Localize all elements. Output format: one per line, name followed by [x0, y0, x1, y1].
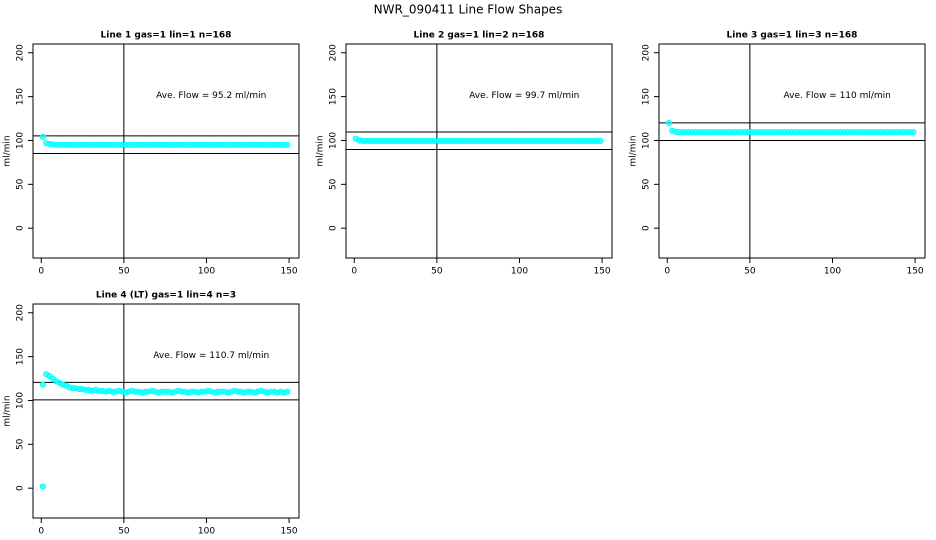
- y-axis-label: ml/min: [629, 135, 639, 166]
- y-tick-label: 100: [329, 132, 339, 149]
- y-tick-label: 50: [16, 438, 26, 450]
- y-tick-label: 100: [642, 132, 652, 149]
- y-tick-label: 100: [16, 132, 26, 149]
- annotation: Ave. Flow = 110 ml/min: [784, 91, 891, 101]
- x-tick-label: 100: [511, 267, 528, 277]
- chart-title: NWR_090411 Line Flow Shapes: [374, 3, 563, 17]
- x-tick-label: 150: [280, 267, 297, 277]
- y-tick-label: 0: [16, 225, 26, 231]
- y-tick-label: 150: [642, 88, 652, 105]
- x-tick-label: 100: [198, 267, 215, 277]
- x-tick-label: 150: [906, 267, 923, 277]
- x-tick-label: 50: [118, 267, 130, 277]
- panel-title: Line 2 gas=1 lin=2 n=168: [414, 31, 545, 41]
- panel-title: Line 1 gas=1 lin=1 n=168: [101, 31, 232, 41]
- x-tick-label: 0: [38, 527, 44, 537]
- y-tick-label: 200: [642, 44, 652, 61]
- plot-frame: [345, 43, 613, 259]
- point: [665, 119, 673, 127]
- x-tick-label: 150: [593, 267, 610, 277]
- panel-title: Line 4 (LT) gas=1 lin=4 n=3: [96, 291, 236, 301]
- x-tick-label: 0: [38, 267, 44, 277]
- y-tick-label: 200: [16, 44, 26, 61]
- annotation: Ave. Flow = 110.7 ml/min: [153, 351, 269, 361]
- annotation: Ave. Flow = 99.7 ml/min: [469, 91, 579, 101]
- x-tick-label: 50: [744, 267, 756, 277]
- y-tick-label: 0: [329, 225, 339, 231]
- y-tick-label: 100: [16, 392, 26, 409]
- x-tick-label: 100: [198, 527, 215, 537]
- x-tick-label: 150: [280, 527, 297, 537]
- y-tick-label: 200: [329, 44, 339, 61]
- plot-frame: [32, 43, 300, 259]
- x-tick-label: 50: [431, 267, 443, 277]
- plot-frame: [32, 303, 300, 519]
- y-tick-label: 150: [16, 88, 26, 105]
- y-tick-label: 150: [16, 348, 26, 365]
- point: [39, 381, 47, 388]
- y-tick-label: 50: [642, 178, 652, 190]
- x-tick-label: 100: [824, 267, 841, 277]
- panel-title: Line 3 gas=1 lin=3 n=168: [727, 31, 858, 41]
- y-tick-label: 50: [329, 178, 339, 190]
- y-axis-label: ml/min: [316, 135, 326, 166]
- y-tick-label: 0: [16, 485, 26, 491]
- y-tick-label: 150: [329, 88, 339, 105]
- y-tick-label: 50: [16, 178, 26, 190]
- x-tick-label: 0: [351, 267, 357, 277]
- x-tick-label: 50: [118, 527, 130, 537]
- y-tick-label: 200: [16, 304, 26, 321]
- point: [597, 137, 604, 145]
- plot-frame: [658, 43, 926, 259]
- point: [910, 129, 917, 136]
- point: [284, 141, 291, 148]
- point: [39, 133, 47, 141]
- x-tick-label: 0: [664, 267, 670, 277]
- annotation: Ave. Flow = 95.2 ml/min: [156, 91, 266, 101]
- y-tick-label: 0: [642, 225, 652, 231]
- y-axis-label: ml/min: [3, 135, 13, 166]
- y-axis-label: ml/min: [3, 395, 13, 426]
- point: [284, 388, 291, 395]
- point: [39, 483, 47, 490]
